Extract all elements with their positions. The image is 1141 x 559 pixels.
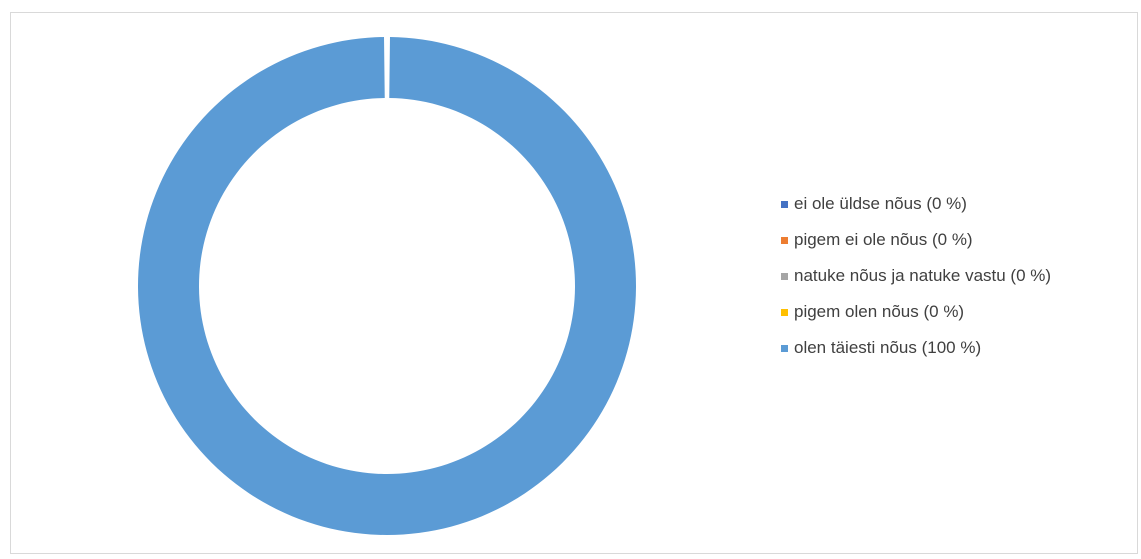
legend-swatch-3 — [781, 308, 788, 316]
legend-item-1: pigem ei ole nõus (0 %) — [781, 222, 1051, 258]
legend-swatch-1 — [781, 236, 788, 244]
legend-item-3: pigem olen nõus (0 %) — [781, 294, 1051, 330]
legend-item-4: olen täiesti nõus (100 %) — [781, 330, 1051, 366]
legend-label-2: natuke nõus ja natuke vastu (0 %) — [794, 266, 1052, 285]
legend-item-2: natuke nõus ja natuke vastu (0 %) — [781, 258, 1051, 294]
legend-label-1: pigem ei ole nõus (0 %) — [794, 230, 973, 249]
legend-swatch-2 — [781, 272, 788, 280]
legend-swatch-4 — [781, 344, 788, 352]
legend-swatch-0 — [781, 200, 788, 208]
donut-slices — [138, 37, 636, 535]
legend-label-3: pigem olen nõus (0 %) — [794, 302, 965, 321]
legend-item-0: ei ole üldse nõus (0 %) — [781, 186, 1051, 222]
legend-label-4: olen täiesti nõus (100 %) — [794, 338, 982, 357]
legend: ei ole üldse nõus (0 %) pigem ei ole nõus… — [781, 186, 1051, 366]
legend-label-0: ei ole üldse nõus (0 %) — [794, 194, 967, 213]
donut-slice-4 — [138, 37, 636, 535]
